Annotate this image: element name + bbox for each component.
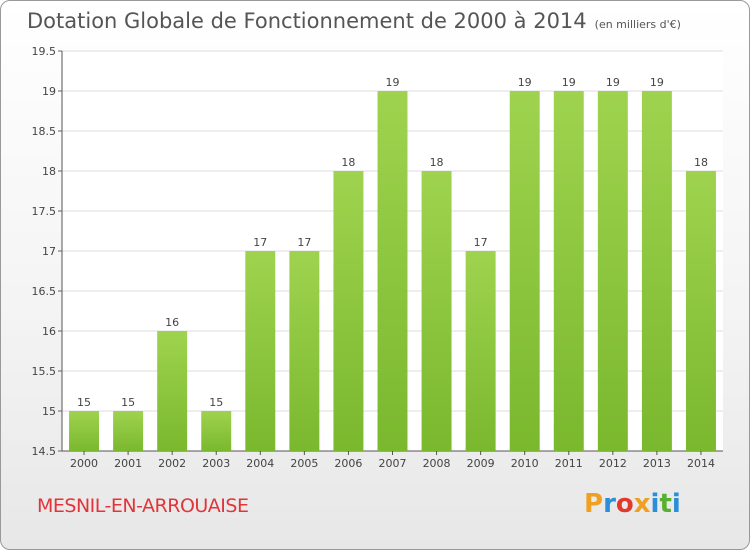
x-tick-label: 2010 xyxy=(511,457,539,470)
logo-letter: x xyxy=(633,489,651,519)
bar-2002 xyxy=(157,331,188,451)
y-tick-label: 15.5 xyxy=(32,365,57,378)
data-label: 17 xyxy=(297,236,311,249)
y-tick-label: 19.5 xyxy=(32,45,57,58)
y-tick-label: 19 xyxy=(42,85,56,98)
chart-title: Dotation Globale de Fonctionnement de 20… xyxy=(27,9,681,33)
bar-2006 xyxy=(333,171,364,451)
proxiti-logo: Proxiti xyxy=(584,489,681,519)
x-tick-label: 2001 xyxy=(114,457,142,470)
x-tick-label: 2004 xyxy=(246,457,274,470)
x-tick-label: 2008 xyxy=(423,457,451,470)
bar-2012 xyxy=(597,91,628,451)
logo-letter: P xyxy=(584,489,604,519)
logo-letter: i xyxy=(671,489,681,519)
x-tick-label: 2000 xyxy=(70,457,98,470)
data-label: 19 xyxy=(518,76,532,89)
y-tick-label: 16.5 xyxy=(32,285,57,298)
logo-letter: o xyxy=(615,489,634,519)
logo-letter: r xyxy=(603,489,616,519)
data-label: 18 xyxy=(430,156,444,169)
x-tick-label: 2014 xyxy=(687,457,715,470)
commune-name: MESNIL-EN-ARROUAISE xyxy=(37,495,249,517)
y-tick-label: 14.5 xyxy=(32,445,57,458)
data-label: 17 xyxy=(474,236,488,249)
y-tick-label: 17 xyxy=(42,245,56,258)
x-tick-label: 2012 xyxy=(599,457,627,470)
bar-2007 xyxy=(377,91,408,451)
data-label: 15 xyxy=(209,396,223,409)
data-label: 18 xyxy=(694,156,708,169)
x-tick-label: 2005 xyxy=(290,457,318,470)
y-tick-label: 15 xyxy=(42,405,56,418)
x-tick-label: 2013 xyxy=(643,457,671,470)
chart-subtitle: (en milliers d'€) xyxy=(594,18,681,31)
data-label: 16 xyxy=(165,316,179,329)
bar-2008 xyxy=(421,171,452,451)
data-label: 18 xyxy=(341,156,355,169)
data-label: 19 xyxy=(562,76,576,89)
x-tick-label: 2011 xyxy=(555,457,583,470)
bar-2003 xyxy=(201,411,232,451)
x-tick-label: 2007 xyxy=(379,457,407,470)
bar-2001 xyxy=(113,411,144,451)
data-label: 19 xyxy=(606,76,620,89)
data-label: 19 xyxy=(650,76,664,89)
bar-2014 xyxy=(685,171,716,451)
bar-2009 xyxy=(465,251,496,451)
data-label: 15 xyxy=(77,396,91,409)
bar-2011 xyxy=(553,91,584,451)
x-tick-label: 2002 xyxy=(158,457,186,470)
bar-2010 xyxy=(509,91,540,451)
data-label: 19 xyxy=(386,76,400,89)
data-label: 15 xyxy=(121,396,135,409)
logo-letter: t xyxy=(659,489,672,519)
y-tick-label: 18 xyxy=(42,165,56,178)
bar-2004 xyxy=(245,251,276,451)
x-tick-label: 2009 xyxy=(467,457,495,470)
bar-2013 xyxy=(641,91,672,451)
y-tick-label: 16 xyxy=(42,325,56,338)
x-tick-label: 2006 xyxy=(334,457,362,470)
data-label: 17 xyxy=(253,236,267,249)
bar-2000 xyxy=(69,411,100,451)
y-tick-label: 18.5 xyxy=(32,125,57,138)
logo-letter: i xyxy=(650,489,660,519)
x-tick-label: 2003 xyxy=(202,457,230,470)
y-tick-label: 17.5 xyxy=(32,205,57,218)
bar-2005 xyxy=(289,251,320,451)
